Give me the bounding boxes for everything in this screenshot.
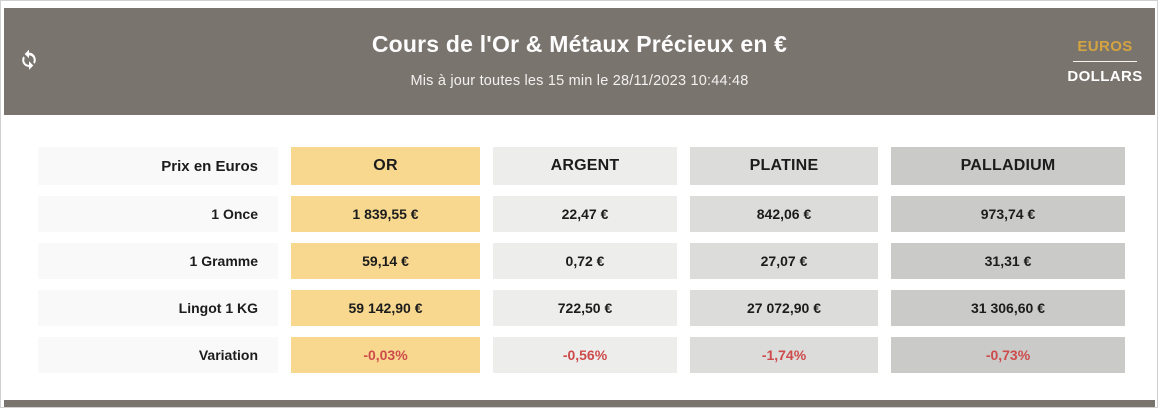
currency-toggle: EUROS DOLLARS — [1065, 38, 1145, 86]
table-corner-label: Prix en Euros — [38, 147, 278, 185]
page-title: Cours de l'Or & Métaux Précieux en € — [371, 31, 788, 57]
value-argent-once: 22,47 € — [493, 196, 677, 232]
value-argent-variation: -0,56% — [493, 337, 677, 373]
value-platine-gramme: 27,07 € — [690, 243, 878, 279]
prices-table: Prix en Euros OR ARGENT PLATINE PALLADIU… — [38, 147, 1125, 373]
value-palladium-gramme: 31,31 € — [891, 243, 1125, 279]
value-or-gramme: 59,14 € — [291, 243, 480, 279]
refresh-icon — [18, 48, 40, 75]
column-header-or: OR — [291, 147, 480, 185]
value-argent-gramme: 0,72 € — [493, 243, 677, 279]
last-update-text: Mis à jour toutes les 15 min le 28/11/20… — [410, 73, 749, 89]
column-header-platine: PLATINE — [690, 147, 878, 185]
column-header-palladium: PALLADIUM — [891, 147, 1125, 185]
row-label-lingot: Lingot 1 KG — [38, 290, 278, 326]
value-palladium-variation: -0,73% — [891, 337, 1125, 373]
currency-divider — [1073, 60, 1137, 62]
value-platine-variation: -1,74% — [690, 337, 878, 373]
value-platine-lingot: 27 072,90 € — [690, 290, 878, 326]
header-titles: Cours de l'Or & Métaux Précieux en € Mis… — [124, 31, 1035, 89]
currency-dollars-tab[interactable]: DOLLARS — [1067, 67, 1143, 85]
widget-header: Cours de l'Or & Métaux Précieux en € Mis… — [4, 8, 1155, 115]
value-or-lingot: 59 142,90 € — [291, 290, 480, 326]
value-platine-once: 842,06 € — [690, 196, 878, 232]
value-palladium-once: 973,74 € — [891, 196, 1125, 232]
value-palladium-lingot: 31 306,60 € — [891, 290, 1125, 326]
value-or-variation: -0,03% — [291, 337, 480, 373]
footer-bar — [4, 400, 1155, 407]
currency-euros-tab[interactable]: EUROS — [1077, 37, 1133, 55]
row-label-gramme: 1 Gramme — [38, 243, 278, 279]
value-argent-lingot: 722,50 € — [493, 290, 677, 326]
row-label-variation: Variation — [38, 337, 278, 373]
value-or-once: 1 839,55 € — [291, 196, 480, 232]
column-header-argent: ARGENT — [493, 147, 677, 185]
row-label-once: 1 Once — [38, 196, 278, 232]
refresh-button[interactable] — [17, 48, 41, 75]
